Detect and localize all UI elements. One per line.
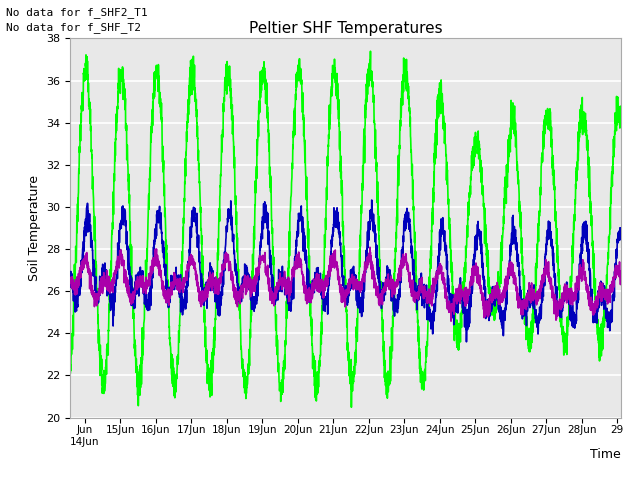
Title: Peltier SHF Temperatures: Peltier SHF Temperatures — [249, 21, 442, 36]
Text: VR_met: VR_met — [0, 479, 1, 480]
Text: Time: Time — [590, 448, 621, 461]
Text: No data for f_SHF2_T1: No data for f_SHF2_T1 — [6, 7, 148, 18]
Text: No data for f_SHF_T2: No data for f_SHF_T2 — [6, 22, 141, 33]
Y-axis label: Soil Temperature: Soil Temperature — [28, 175, 41, 281]
